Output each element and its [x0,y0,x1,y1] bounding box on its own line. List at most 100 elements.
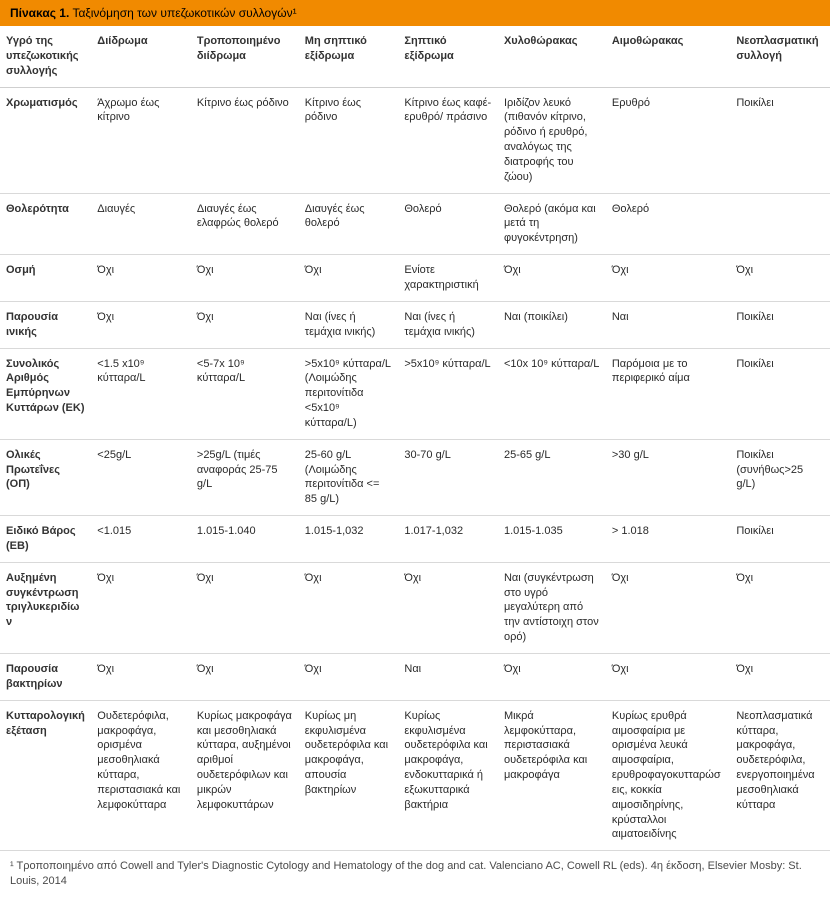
table-row: Αυξημένη συγκέντρωση τριγλυκεριδίωνΌχιΌχ… [0,562,830,653]
table-cell: Ναι [398,654,498,701]
table-cell: Ενίοτε χαρακτηριστική [398,255,498,302]
col-header: Νεοπλασματική συλλογή [730,26,830,87]
table-cell: Όχι [191,255,299,302]
table-cell: Μικρά λεμφοκύτταρα, περιστασιακά ουδετερ… [498,700,606,851]
table-cell: Όχι [606,255,731,302]
table-cell: Κυρίως μακροφάγα και μεσοθηλιακά κύτταρα… [191,700,299,851]
table-cell: Ναι (ποικίλει) [498,301,606,348]
col-header: Χυλοθώρακας [498,26,606,87]
table-cell: 1.015-1,032 [299,516,399,563]
table-cell: Ερυθρό [606,87,731,193]
row-label: Αυξημένη συγκέντρωση τριγλυκεριδίων [0,562,91,653]
table-row: ΧρωματισμόςΆχρωμο έως κίτρινοΚίτρινο έως… [0,87,830,193]
table-cell: Διαυγές [91,193,191,255]
title-prefix: Πίνακας 1. [10,6,69,20]
table-cell: Θολερό (ακόμα και μετά τη φυγοκέντρηση) [498,193,606,255]
table-cell: Όχι [498,255,606,302]
table-cell: Παρόμοια με το περιφερικό αίμα [606,348,731,439]
table-cell: Όχι [91,654,191,701]
table-cell: Όχι [191,562,299,653]
row-label: Ειδικό Βάρος (ΕΒ) [0,516,91,563]
table-cell: Ουδετερόφιλα, μακροφάγα, ορισμένα μεσοθη… [91,700,191,851]
table-cell: Διαυγές έως θολερό [299,193,399,255]
table-cell: Όχι [606,654,731,701]
table-cell: Άχρωμο έως κίτρινο [91,87,191,193]
table-cell: Νεοπλασματικά κύτταρα, μακροφάγα, ουδετε… [730,700,830,851]
table-cell: Ναι [606,301,731,348]
table-cell: Όχι [299,255,399,302]
table-cell: Όχι [606,562,731,653]
col-header: Σηπτικό εξίδρωμα [398,26,498,87]
table-cell: Ναι (συγκέντρωση στο υγρό μεγαλύτερη από… [498,562,606,653]
table-cell: > 1.018 [606,516,731,563]
row-label: Κυτταρολογική εξέταση [0,700,91,851]
table-cell: Ναι (ίνες ή τεμάχια ινικής) [299,301,399,348]
table-row: Κυτταρολογική εξέτασηΟυδετερόφιλα, μακρο… [0,700,830,851]
table-cell: Κίτρινο έως καφέ-ερυθρό/ πράσινο [398,87,498,193]
table-cell: Όχι [299,562,399,653]
table-row: ΟσμήΌχιΌχιΌχιΕνίοτε χαρακτηριστικήΌχιΌχι… [0,255,830,302]
row-label: Ολικές Πρωτεΐνες (ΟΠ) [0,439,91,515]
row-label: Οσμή [0,255,91,302]
table-cell: Ποικίλει [730,348,830,439]
table-cell: Όχι [191,654,299,701]
row-label: Παρουσία ινικής [0,301,91,348]
row-label: Συνολικός Αριθμός Εμπύρηνων Κυττάρων (ΕΚ… [0,348,91,439]
table-cell: 1.015-1.035 [498,516,606,563]
table-cell: Όχι [191,301,299,348]
table-row: Παρουσία ινικήςΌχιΌχιΝαι (ίνες ή τεμάχια… [0,301,830,348]
table-row: ΘολερότηταΔιαυγέςΔιαυγές έως ελαφρώς θολ… [0,193,830,255]
table-cell: Όχι [730,562,830,653]
table-cell: 1.017-1,032 [398,516,498,563]
table-cell: >5x10⁹ κύτταρα/L (Λοιμώδης περιτονίτιδα … [299,348,399,439]
table-cell: Όχι [730,255,830,302]
table-cell: Κυρίως μη εκφυλισμένα ουδετερόφιλα και μ… [299,700,399,851]
table-footnote: ¹ Τροποποιημένο από Cowell and Tyler's D… [0,851,830,903]
table-row: Συνολικός Αριθμός Εμπύρηνων Κυττάρων (ΕΚ… [0,348,830,439]
table-cell: Όχι [299,654,399,701]
table-cell: 25-65 g/L [498,439,606,515]
table-cell: Όχι [91,301,191,348]
table-cell: Κίτρινο έως ρόδινο [191,87,299,193]
table-cell: Ιριδίζον λευκό (πιθανόν κίτρινο, ρόδινο … [498,87,606,193]
table-cell: 1.015-1.040 [191,516,299,563]
table-row: Ειδικό Βάρος (ΕΒ)<1.0151.015-1.0401.015-… [0,516,830,563]
table-cell: Ποικίλει [730,516,830,563]
table-cell: Διαυγές έως ελαφρώς θολερό [191,193,299,255]
table-cell: Ναι (ίνες ή τεμάχια ινικής) [398,301,498,348]
table-cell: >30 g/L [606,439,731,515]
table-cell: Ποικίλει (συνήθως>25 g/L) [730,439,830,515]
table-row: Παρουσία βακτηρίωνΌχιΌχιΌχιΝαιΌχιΌχιΌχι [0,654,830,701]
table-cell: <10x 10⁹ κύτταρα/L [498,348,606,439]
col-header: Τροποποιημένο διίδρωμα [191,26,299,87]
table-cell: >5x10⁹ κύτταρα/L [398,348,498,439]
row-label: Παρουσία βακτηρίων [0,654,91,701]
title-text: Ταξινόμηση των υπεζωκοτικών συλλογών¹ [72,6,296,20]
row-label: Χρωματισμός [0,87,91,193]
table-cell: Όχι [91,562,191,653]
table-cell: <25g/L [91,439,191,515]
col-header: Αιμοθώρακας [606,26,731,87]
table-cell: <1.015 [91,516,191,563]
table-cell: Ποικίλει [730,87,830,193]
table-cell: Θολερό [398,193,498,255]
table-cell: 30-70 g/L [398,439,498,515]
table-cell: Θολερό [606,193,731,255]
table-cell: Όχι [730,654,830,701]
col-header: Διίδρωμα [91,26,191,87]
table-cell: 25-60 g/L (Λοιμώδης περιτονίτιδα <= 85 g… [299,439,399,515]
table-row: Ολικές Πρωτεΐνες (ΟΠ)<25g/L>25g/L (τιμές… [0,439,830,515]
table-cell: Όχι [498,654,606,701]
table-cell [730,193,830,255]
table-cell: Όχι [398,562,498,653]
table-cell: Όχι [91,255,191,302]
row-label: Θολερότητα [0,193,91,255]
table-cell: Κυρίως εκφυλισμένα ουδετερόφιλα και μακρ… [398,700,498,851]
table-cell: Κίτρινο έως ρόδινο [299,87,399,193]
table-cell: Κυρίως ερυθρά αιμοσφαίρια με ορισμένα λε… [606,700,731,851]
col-header: Υγρό της υπεζωκοτικής συλλογής [0,26,91,87]
table-cell: Ποικίλει [730,301,830,348]
table-cell: >25g/L (τιμές αναφοράς 25-75 g/L [191,439,299,515]
table-header-row: Υγρό της υπεζωκοτικής συλλογής Διίδρωμα … [0,26,830,87]
table-cell: <1.5 x10⁹ κύτταρα/L [91,348,191,439]
